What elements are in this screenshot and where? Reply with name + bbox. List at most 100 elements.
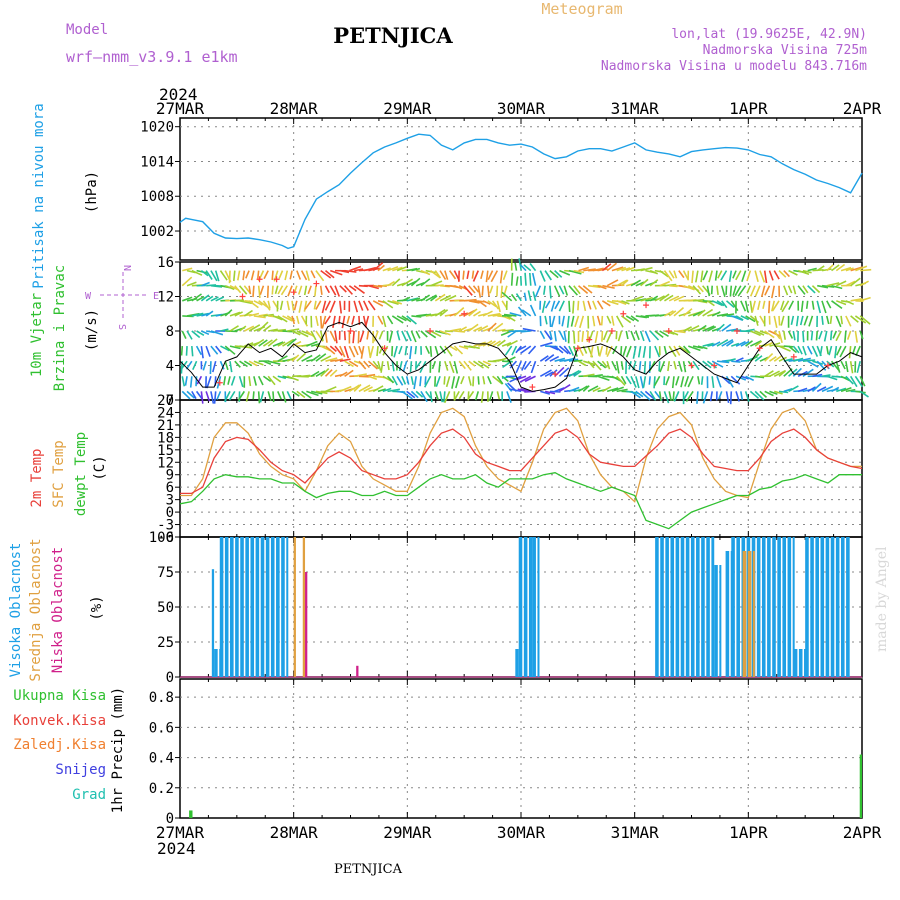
wind-arrow (819, 345, 823, 357)
wind-arrow (544, 330, 553, 341)
wind-arrow (272, 341, 284, 347)
wind-arrow (534, 285, 542, 298)
x-axis-label-bottom: 2APR (843, 823, 882, 842)
pressure-label: Pritisak na nivou mora (31, 103, 47, 288)
wind-arrow (643, 361, 647, 374)
cloud-high-bar (701, 537, 705, 677)
wind-arrow (859, 280, 869, 287)
wind-arrow (434, 308, 446, 317)
wind-arrow (697, 376, 701, 385)
cloud-high-bar (815, 537, 819, 677)
wind-arrow (638, 361, 642, 371)
wind-arrow (223, 376, 227, 386)
wind-arrow (673, 270, 678, 279)
wind-arrow (682, 345, 691, 354)
wind-arrow (490, 270, 499, 283)
cloud-high-bar (846, 537, 850, 677)
wind-arrow (487, 300, 497, 308)
wind-arrow (835, 345, 842, 356)
wind-arrow (668, 270, 675, 279)
x-axis-label-top: 29MAR (383, 99, 432, 118)
wind-arrow (415, 390, 424, 398)
wind-arrow (611, 315, 615, 326)
wind-arrow (566, 315, 570, 328)
wind-arrow (262, 300, 271, 311)
wind-arrow (521, 309, 532, 317)
wind-arrow (210, 330, 224, 336)
wind-arrow (695, 270, 699, 283)
wind-arrow (708, 270, 713, 283)
legend-freezing: Zaledj.Kisa (13, 737, 106, 753)
wind-arrow (665, 375, 670, 386)
wind-arrow (396, 315, 407, 322)
wind-arrow (212, 360, 217, 373)
wind-arrow (527, 290, 532, 301)
wind-arrow (849, 375, 858, 388)
wind-arrow (477, 285, 482, 298)
gust-marker (347, 328, 354, 334)
wind-arrow (745, 340, 753, 347)
wind-arrow (859, 315, 871, 325)
wind-arrow (324, 285, 331, 294)
wind-arrow (443, 391, 451, 404)
wind-arrow (642, 345, 647, 358)
wind-arrow (487, 270, 494, 281)
wind-arrow (735, 270, 742, 281)
wind-arrow (507, 330, 517, 338)
wind-arrow (602, 284, 615, 289)
wind-arrow (191, 312, 204, 317)
precip-bar (189, 810, 193, 818)
wind-arrow (751, 300, 756, 313)
wind-arrow (324, 330, 328, 343)
cloud-high-bar (670, 537, 675, 677)
x-axis-label-bottom: 31MAR (611, 823, 660, 842)
wind-arrow (348, 345, 356, 358)
wind-arrow (544, 371, 554, 377)
wind-arrow (644, 330, 651, 343)
wind-arrow (439, 294, 452, 302)
wind-arrow (592, 315, 596, 327)
wind-arrow (668, 330, 679, 336)
cloud-high-label: Visoka Oblacnost (8, 543, 24, 678)
wind-arrow (807, 386, 816, 393)
wind-arrow (788, 269, 798, 276)
wind-arrow (563, 285, 569, 296)
wind-arrow (577, 300, 580, 311)
cloud-high-bar (782, 537, 787, 677)
wind-arrow (496, 339, 506, 347)
wind-arrow (229, 311, 241, 317)
wind-arrow (764, 353, 774, 362)
wind-arrow (291, 315, 296, 325)
wind-arrows (180, 258, 872, 405)
wind-arrow (348, 384, 360, 393)
wind-arrow (572, 345, 578, 357)
wind-arrow (511, 345, 518, 356)
wind-arrow (414, 346, 417, 355)
wind-arrow (425, 345, 431, 354)
wind-arrow (850, 266, 863, 272)
wind-arrow (802, 285, 809, 294)
wind-arrow (477, 300, 487, 308)
wind-arrow (293, 300, 298, 311)
y-tick-label: 0 (166, 505, 174, 521)
wind-arrow (344, 369, 354, 377)
wind-arrow (279, 300, 284, 311)
wind-arrow (329, 285, 337, 296)
wind-arrow (653, 376, 656, 389)
wind-arrow (319, 330, 324, 342)
wind-arrow (530, 360, 537, 374)
wind-arrow (716, 313, 729, 317)
wind-arrow (621, 300, 630, 305)
wind-arrow (267, 338, 278, 347)
wind-arrow (616, 388, 628, 393)
cloud-high-bar (685, 537, 690, 677)
wind-arrow (320, 355, 332, 362)
wind-arrow (435, 376, 441, 387)
x-axis-label-top: 2APR (843, 99, 882, 118)
y-tick-label: 6 (166, 480, 174, 496)
y-tick-label: 4 (166, 359, 174, 375)
wind-arrow (553, 330, 557, 342)
wind-arrow (611, 386, 624, 393)
wind-arrow (430, 330, 442, 338)
wind-arrow (386, 375, 394, 384)
